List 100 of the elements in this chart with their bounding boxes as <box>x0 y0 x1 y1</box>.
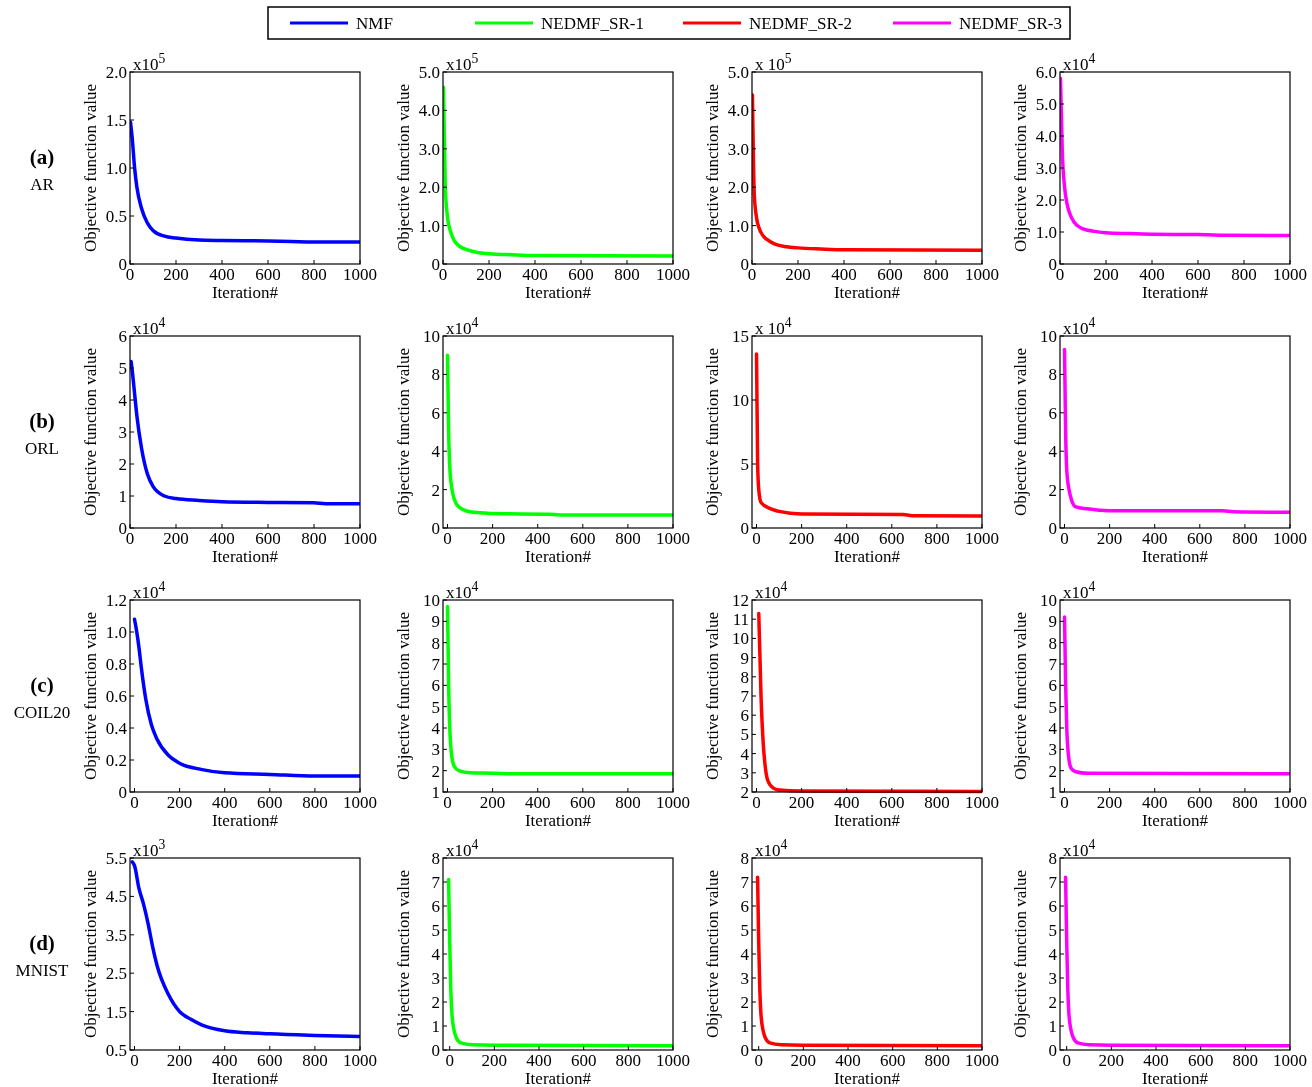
y-axis-title: Objective function value <box>703 869 722 1039</box>
x-tick-label: 600 <box>877 265 903 284</box>
y-tick-label: 8 <box>431 633 440 653</box>
annotation: x10$^{5}$ <box>446 50 479 74</box>
y-tick-label: 1.0 <box>105 159 127 178</box>
y-tick-label: 5 <box>1048 921 1057 940</box>
x-tick-label: 600 <box>570 529 596 548</box>
y-tick-label: 10 <box>1040 591 1057 610</box>
x-tick-label: 600 <box>879 1051 906 1070</box>
y-tick-label: 5 <box>118 359 127 378</box>
y-tick-label: 5 <box>740 921 749 940</box>
x-tick-label: 1000 <box>343 529 377 548</box>
y-tick-label: 5.0 <box>418 63 440 82</box>
x-tick-label: 200 <box>166 1051 193 1070</box>
y-tick-label: 10 <box>1040 327 1057 346</box>
x-tick-label: 800 <box>614 265 640 284</box>
annotation: x10$^{4}$ <box>1063 314 1096 338</box>
x-tick-label: 800 <box>302 793 328 812</box>
y-tick-label: 1 <box>1048 1017 1057 1036</box>
x-tick-label: 800 <box>615 529 641 548</box>
x-tick-label: 600 <box>1187 1051 1214 1070</box>
x-axis-title: Iteration# <box>1141 1069 1209 1087</box>
y-tick-label: 5 <box>740 455 749 474</box>
x-tick-label: 1000 <box>1273 793 1307 812</box>
x-tick-label: 600 <box>1187 529 1213 548</box>
y-tick-label: 3 <box>431 740 440 760</box>
x-tick-label: 400 <box>524 529 551 548</box>
y-tick-label: 5.0 <box>727 63 749 82</box>
line-series <box>754 352 982 518</box>
y-tick-label: 1 <box>118 487 127 506</box>
y-tick-label: 6 <box>431 676 440 696</box>
x-tick-label: 400 <box>1141 793 1168 812</box>
line-series <box>755 875 982 1048</box>
text: (d) <box>29 931 55 955</box>
x-tick-label: 200 <box>476 265 502 284</box>
y-tick-label: 8 <box>431 849 440 868</box>
text: (a) <box>29 145 55 169</box>
x-tick-label: 1000 <box>343 793 377 812</box>
x-axis-title: Iteration# <box>833 811 901 830</box>
x-tick-label: 200 <box>163 265 189 284</box>
y-tick-label: 9 <box>431 612 440 632</box>
x-tick-label: 600 <box>257 793 283 812</box>
line-series <box>446 877 673 1048</box>
y-tick-label: 8 <box>1048 849 1057 868</box>
y-tick-label: 3 <box>740 969 749 988</box>
y-tick-label: 4 <box>1048 719 1058 738</box>
x-tick-label: 400 <box>833 529 860 548</box>
y-tick-label: 1.0 <box>1035 223 1057 242</box>
legend-label: NEDMF_SR-2 <box>749 14 852 33</box>
annotation: x10$^{5}$ <box>133 50 166 74</box>
x-tick-label: 1000 <box>343 1051 377 1070</box>
x-tick-label: 600 <box>255 265 281 284</box>
y-tick-label: 4 <box>431 442 441 462</box>
x-tick-label: 1000 <box>656 529 690 548</box>
y-tick-label: 2 <box>740 783 749 802</box>
y-tick-label: 2 <box>1048 761 1057 781</box>
annotation: x10$^{4}$ <box>1063 578 1096 602</box>
y-tick-label: 10 <box>423 591 440 610</box>
y-tick-label: 3 <box>740 763 749 783</box>
x-tick-label: 600 <box>568 265 594 284</box>
y-tick-label: 10 <box>732 629 749 649</box>
legend-label: NEDMF_SR-1 <box>541 14 644 33</box>
y-tick-label: 6 <box>1048 403 1057 423</box>
y-tick-label: 3.5 <box>105 925 127 945</box>
y-tick-label: 2 <box>118 455 127 474</box>
y-tick-label: 8 <box>431 365 440 385</box>
y-tick-label: 4 <box>740 945 750 964</box>
annotation: x 10$^{5}$ <box>755 50 792 74</box>
x-tick-label: 0 <box>754 1051 763 1070</box>
x-tick-label: 600 <box>255 529 281 548</box>
x-tick-label: 400 <box>835 1051 861 1070</box>
x-tick-label: 0 <box>445 1051 454 1070</box>
y-tick-label: 1.5 <box>105 1002 127 1022</box>
y-tick-label: 3 <box>1048 969 1057 988</box>
x-tick-label: 600 <box>879 793 905 812</box>
x-tick-label: 800 <box>923 265 949 284</box>
x-tick-label: 200 <box>1098 1051 1125 1070</box>
x-tick-label: 400 <box>524 793 551 812</box>
x-tick-label: 800 <box>924 529 950 548</box>
y-tick-label: 2 <box>431 993 440 1012</box>
x-tick-label: 200 <box>1093 265 1119 284</box>
y-tick-label: 6 <box>1048 897 1057 916</box>
y-tick-label: 8 <box>1048 633 1057 653</box>
y-tick-label: 7 <box>431 873 441 892</box>
y-tick-label: 8 <box>740 849 749 868</box>
x-tick-label: 600 <box>570 793 596 812</box>
y-tick-label: 2.0 <box>1035 191 1057 210</box>
annotation: x10$^{4}$ <box>446 836 479 860</box>
y-tick-label: 2.0 <box>418 178 440 198</box>
y-tick-label: 10 <box>732 391 749 410</box>
x-tick-label: 800 <box>924 1051 951 1070</box>
y-tick-label: 3 <box>1048 740 1057 760</box>
legend-label: NEDMF_SR-3 <box>959 14 1062 33</box>
x-tick-label: 800 <box>1231 265 1257 284</box>
line-series <box>130 860 360 1039</box>
y-tick-label: 6.0 <box>1035 63 1057 82</box>
annotation: x10$^{3}$ <box>133 836 166 860</box>
y-tick-label: 3 <box>118 423 127 442</box>
x-tick-label: 600 <box>1185 265 1211 284</box>
line-series <box>1062 347 1290 515</box>
